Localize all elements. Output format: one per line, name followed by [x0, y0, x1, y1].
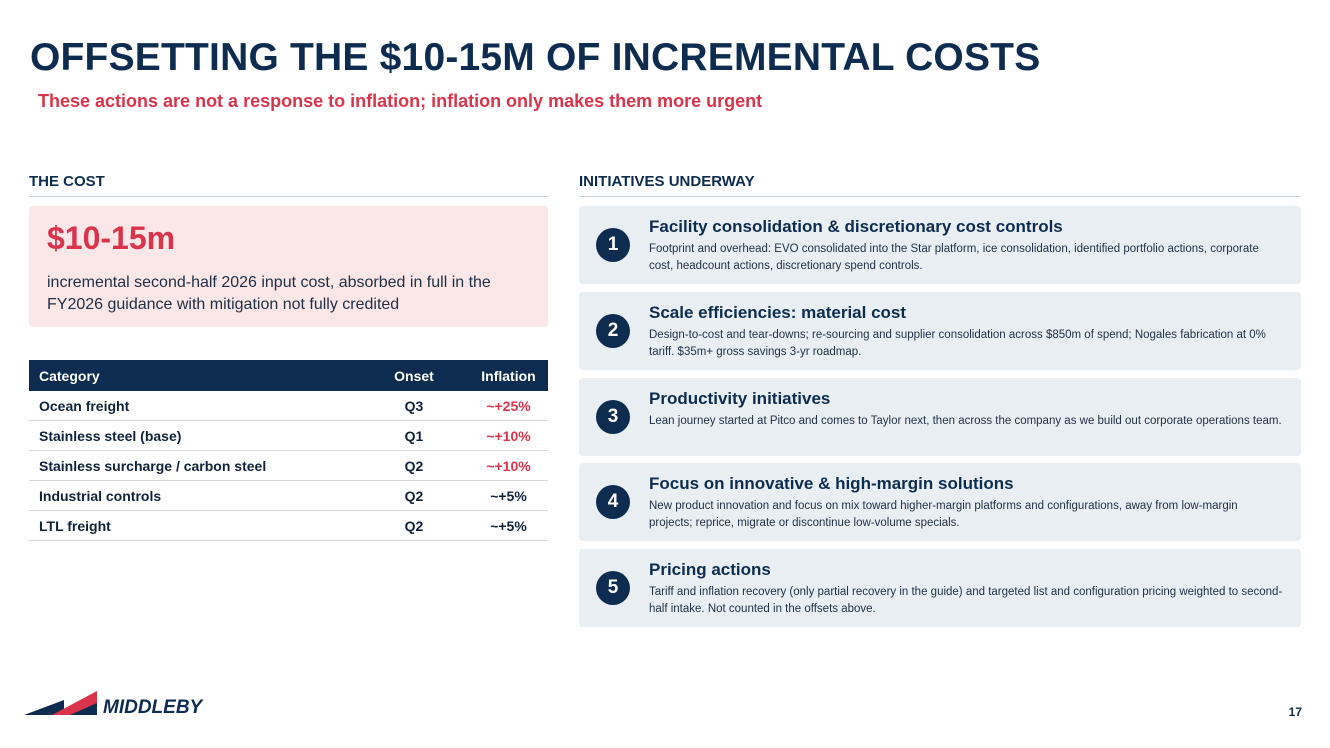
- header-category: Category: [29, 360, 359, 391]
- header-inflation: Inflation: [469, 360, 548, 391]
- initiative-description: Tariff and inflation recovery (only part…: [649, 586, 1283, 615]
- initiative-title: Scale efficiencies: material cost: [649, 303, 907, 322]
- initiative-number-badge: 2: [596, 314, 630, 348]
- logo-text: MIDDLEBY: [103, 697, 204, 718]
- category-cell: LTL freight: [29, 510, 359, 541]
- inflation-cell: ~+5%: [469, 480, 548, 511]
- table-row: LTL freight Q2 ~+5%: [29, 510, 548, 541]
- cost-amount: $10-15m: [47, 220, 176, 256]
- category-cell: Industrial controls: [29, 480, 359, 511]
- initiative-title: Facility consolidation & discretionary c…: [649, 217, 1063, 236]
- cost-section-divider: [29, 196, 548, 197]
- onset-cell: Q2: [359, 480, 469, 511]
- initiative-description: Footprint and overhead: EVO consolidated…: [649, 243, 1259, 272]
- table-row: Stainless steel (base) Q1 ~+10%: [29, 420, 548, 451]
- cost-table: Category Onset Inflation Ocean freight Q…: [29, 360, 548, 541]
- initiatives-section-label: INITIATIVES UNDERWAY: [579, 173, 755, 190]
- page-subtitle: These actions are not a response to infl…: [38, 91, 763, 111]
- logo-mark-navy-inner: [70, 703, 97, 715]
- initiative-number-badge: 1: [596, 228, 630, 262]
- initiative-title: Pricing actions: [649, 560, 771, 579]
- category-cell: Stainless surcharge / carbon steel: [29, 450, 359, 481]
- initiative-description: Lean journey started at Pitco and comes …: [649, 415, 1282, 427]
- onset-cell: Q1: [359, 420, 469, 451]
- cost-section-label: THE COST: [29, 173, 105, 190]
- cost-description: incremental second-half 2026 input cost,…: [47, 274, 491, 313]
- inflation-cell: ~+10%: [469, 450, 548, 481]
- initiative-card: 2 Scale efficiencies: material cost Desi…: [579, 292, 1301, 370]
- header-onset: Onset: [359, 360, 469, 391]
- inflation-cell: ~+10%: [469, 420, 548, 451]
- onset-cell: Q2: [359, 450, 469, 481]
- initiative-number-badge: 4: [596, 485, 630, 519]
- onset-cell: Q2: [359, 510, 469, 541]
- onset-cell: Q3: [359, 391, 469, 421]
- initiative-title: Focus on innovative & high-margin soluti…: [649, 474, 1014, 493]
- category-cell: Ocean freight: [29, 391, 359, 421]
- inflation-cell: ~+5%: [469, 510, 548, 541]
- initiative-card: 4 Focus on innovative & high-margin solu…: [579, 463, 1301, 541]
- category-cell: Stainless steel (base): [29, 420, 359, 451]
- cost-summary-box: $10-15m incremental second-half 2026 inp…: [29, 206, 548, 327]
- initiative-card: 1 Facility consolidation & discretionary…: [579, 206, 1301, 284]
- initiative-card: 3 Productivity initiatives Lean journey …: [579, 378, 1301, 456]
- initiatives-section-divider: [579, 196, 1301, 197]
- initiative-description: New product innovation and focus on mix …: [649, 500, 1238, 529]
- initiative-number-badge: 3: [596, 400, 630, 434]
- table-row: Ocean freight Q3 ~+25%: [29, 391, 548, 421]
- page-number: 17: [1288, 705, 1302, 719]
- initiative-card: 5 Pricing actions Tariff and inflation r…: [579, 549, 1301, 627]
- table-row: Industrial controls Q2 ~+5%: [29, 480, 548, 511]
- table-row: Stainless surcharge / carbon steel Q2 ~+…: [29, 450, 548, 481]
- logo-mark-navy: [24, 700, 64, 715]
- initiative-number-badge: 5: [596, 571, 630, 605]
- page-title: OFFSETTING THE $10-15M OF INCREMENTAL CO…: [30, 36, 1041, 79]
- initiative-description: Design-to-cost and tear-downs; re-sourci…: [649, 329, 1266, 358]
- middleby-logo: MIDDLEBY: [24, 691, 204, 718]
- initiative-title: Productivity initiatives: [649, 389, 831, 408]
- cost-table-header-row: Category Onset Inflation: [29, 360, 548, 391]
- inflation-cell: ~+25%: [469, 391, 548, 421]
